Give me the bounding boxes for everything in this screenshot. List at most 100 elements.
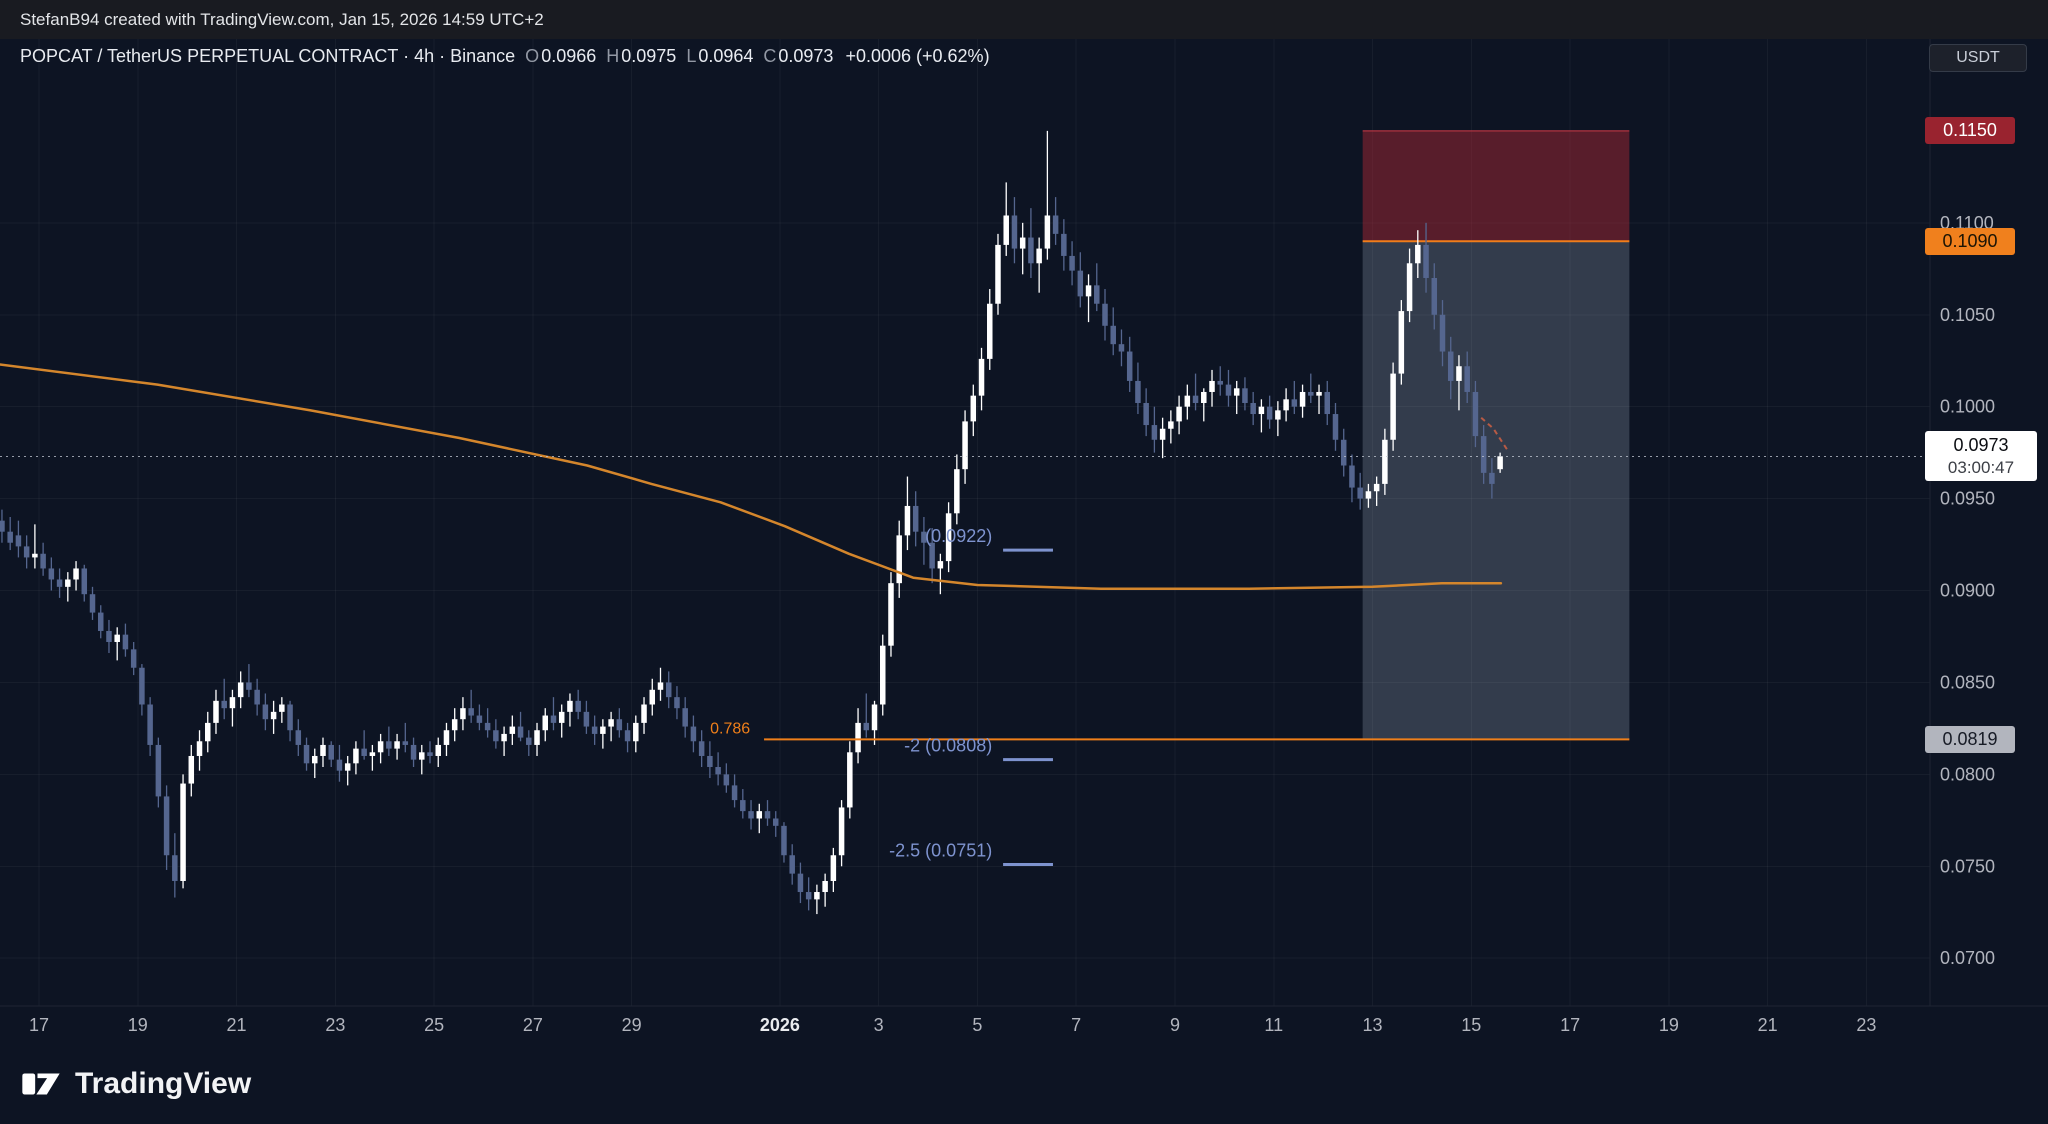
ohlc-open-value: 0.0966 xyxy=(541,46,597,66)
candle xyxy=(213,689,219,734)
candle xyxy=(1233,380,1240,415)
ohlc-close-value: 0.0973 xyxy=(778,46,834,66)
time-tick-label: 17 xyxy=(1560,1015,1580,1035)
candle xyxy=(987,289,993,370)
candle xyxy=(1044,130,1051,260)
candle xyxy=(246,664,252,698)
candle xyxy=(756,803,763,834)
candle xyxy=(320,737,326,768)
candle xyxy=(1151,406,1158,453)
candle xyxy=(1423,222,1429,293)
candle xyxy=(616,708,623,738)
candle xyxy=(205,711,211,753)
candle xyxy=(1217,366,1223,396)
time-tick-label: 11 xyxy=(1264,1015,1283,1035)
candle xyxy=(336,744,343,782)
candle xyxy=(641,697,647,734)
candle xyxy=(633,715,639,753)
candle xyxy=(591,715,598,745)
candle xyxy=(1324,380,1331,426)
stop-price-axis-label: 0.1150 xyxy=(1925,117,2015,145)
time-tick-label: 9 xyxy=(1170,1015,1180,1035)
candle xyxy=(1456,355,1462,411)
time-tick-label: 2026 xyxy=(760,1015,800,1035)
candle xyxy=(1283,388,1289,422)
candle xyxy=(550,697,557,731)
candle xyxy=(1126,336,1133,392)
candle xyxy=(279,697,285,723)
candle xyxy=(945,502,952,573)
candle xyxy=(723,763,730,793)
candle xyxy=(1201,388,1207,422)
time-tick-label: 25 xyxy=(424,1015,444,1035)
time-tick-label: 29 xyxy=(622,1015,642,1035)
candle xyxy=(196,730,203,771)
candle xyxy=(954,454,960,525)
stop-price-text: 0.1150 xyxy=(1943,120,1997,141)
candle xyxy=(715,752,721,786)
time-tick-label: 15 xyxy=(1461,1015,1481,1035)
candle xyxy=(172,833,178,898)
candle xyxy=(1464,351,1470,404)
time-axis[interactable]: 17 19 21 23 25 27 29 2026 3 5 7 9 11 13 15 17 19 21 23 xyxy=(29,1015,1876,1035)
time-tick-label: 27 xyxy=(523,1015,543,1035)
candle xyxy=(1299,384,1306,418)
candle xyxy=(295,719,302,756)
position-reward-zone[interactable] xyxy=(1362,241,1630,740)
price-tick-label: 0.0800 xyxy=(1940,764,1995,784)
candle xyxy=(1398,300,1405,385)
candle xyxy=(139,664,145,716)
candle xyxy=(567,693,573,727)
candle xyxy=(1159,417,1166,459)
candle xyxy=(764,800,771,826)
candle xyxy=(369,744,376,771)
candle xyxy=(0,509,5,543)
candle xyxy=(468,689,474,723)
candle xyxy=(386,726,392,756)
candle xyxy=(56,568,63,598)
candle xyxy=(1135,362,1141,415)
candle xyxy=(270,700,277,734)
candle xyxy=(65,572,71,602)
candle xyxy=(73,561,79,591)
candle xyxy=(937,553,944,595)
candle xyxy=(287,700,293,742)
price-tick-label: 0.0900 xyxy=(1940,581,1995,601)
candle xyxy=(1357,472,1363,510)
currency-toggle-button[interactable]: USDT xyxy=(1929,44,2027,72)
candle xyxy=(303,737,310,771)
candle xyxy=(15,520,22,558)
candle xyxy=(649,678,656,716)
candle xyxy=(797,862,804,904)
moving-average-line[interactable] xyxy=(0,363,1503,590)
time-tick-label: 19 xyxy=(1659,1015,1679,1035)
position-risk-zone[interactable] xyxy=(1362,130,1630,242)
price-tick-label: 0.0850 xyxy=(1940,672,1995,692)
candle xyxy=(781,822,787,863)
candle xyxy=(40,542,46,576)
tradingview-logo[interactable]: TradingView xyxy=(20,1062,251,1106)
candle xyxy=(106,619,112,654)
candle xyxy=(534,722,540,756)
candle xyxy=(1340,428,1347,477)
candle xyxy=(344,755,351,786)
time-tick-label: 23 xyxy=(325,1015,345,1035)
candle xyxy=(262,693,269,731)
short-position-tool[interactable] xyxy=(1362,130,1630,740)
candle xyxy=(188,744,195,797)
price-axis[interactable]: 0.11000.10500.10000.09500.09000.08500.08… xyxy=(1940,213,1995,968)
fib-level-label: -2.5 (0.0751) xyxy=(889,840,992,860)
symbol-title[interactable]: POPCAT / TetherUS PERPETUAL CONTRACT · 4… xyxy=(20,46,516,66)
time-tick-label: 23 xyxy=(1856,1015,1876,1035)
fib-extension-tool[interactable]: 0.786 (0.0922) -2 (0.0808) -2.5 (0.0751) xyxy=(710,526,1630,866)
time-tick-label: 5 xyxy=(972,1015,982,1035)
candle xyxy=(1316,384,1322,415)
candle xyxy=(89,586,96,620)
candle xyxy=(789,844,795,885)
candle xyxy=(1472,380,1479,448)
candle xyxy=(254,678,260,716)
candle xyxy=(657,667,664,701)
time-tick-label: 19 xyxy=(128,1015,148,1035)
candle xyxy=(995,233,1001,315)
